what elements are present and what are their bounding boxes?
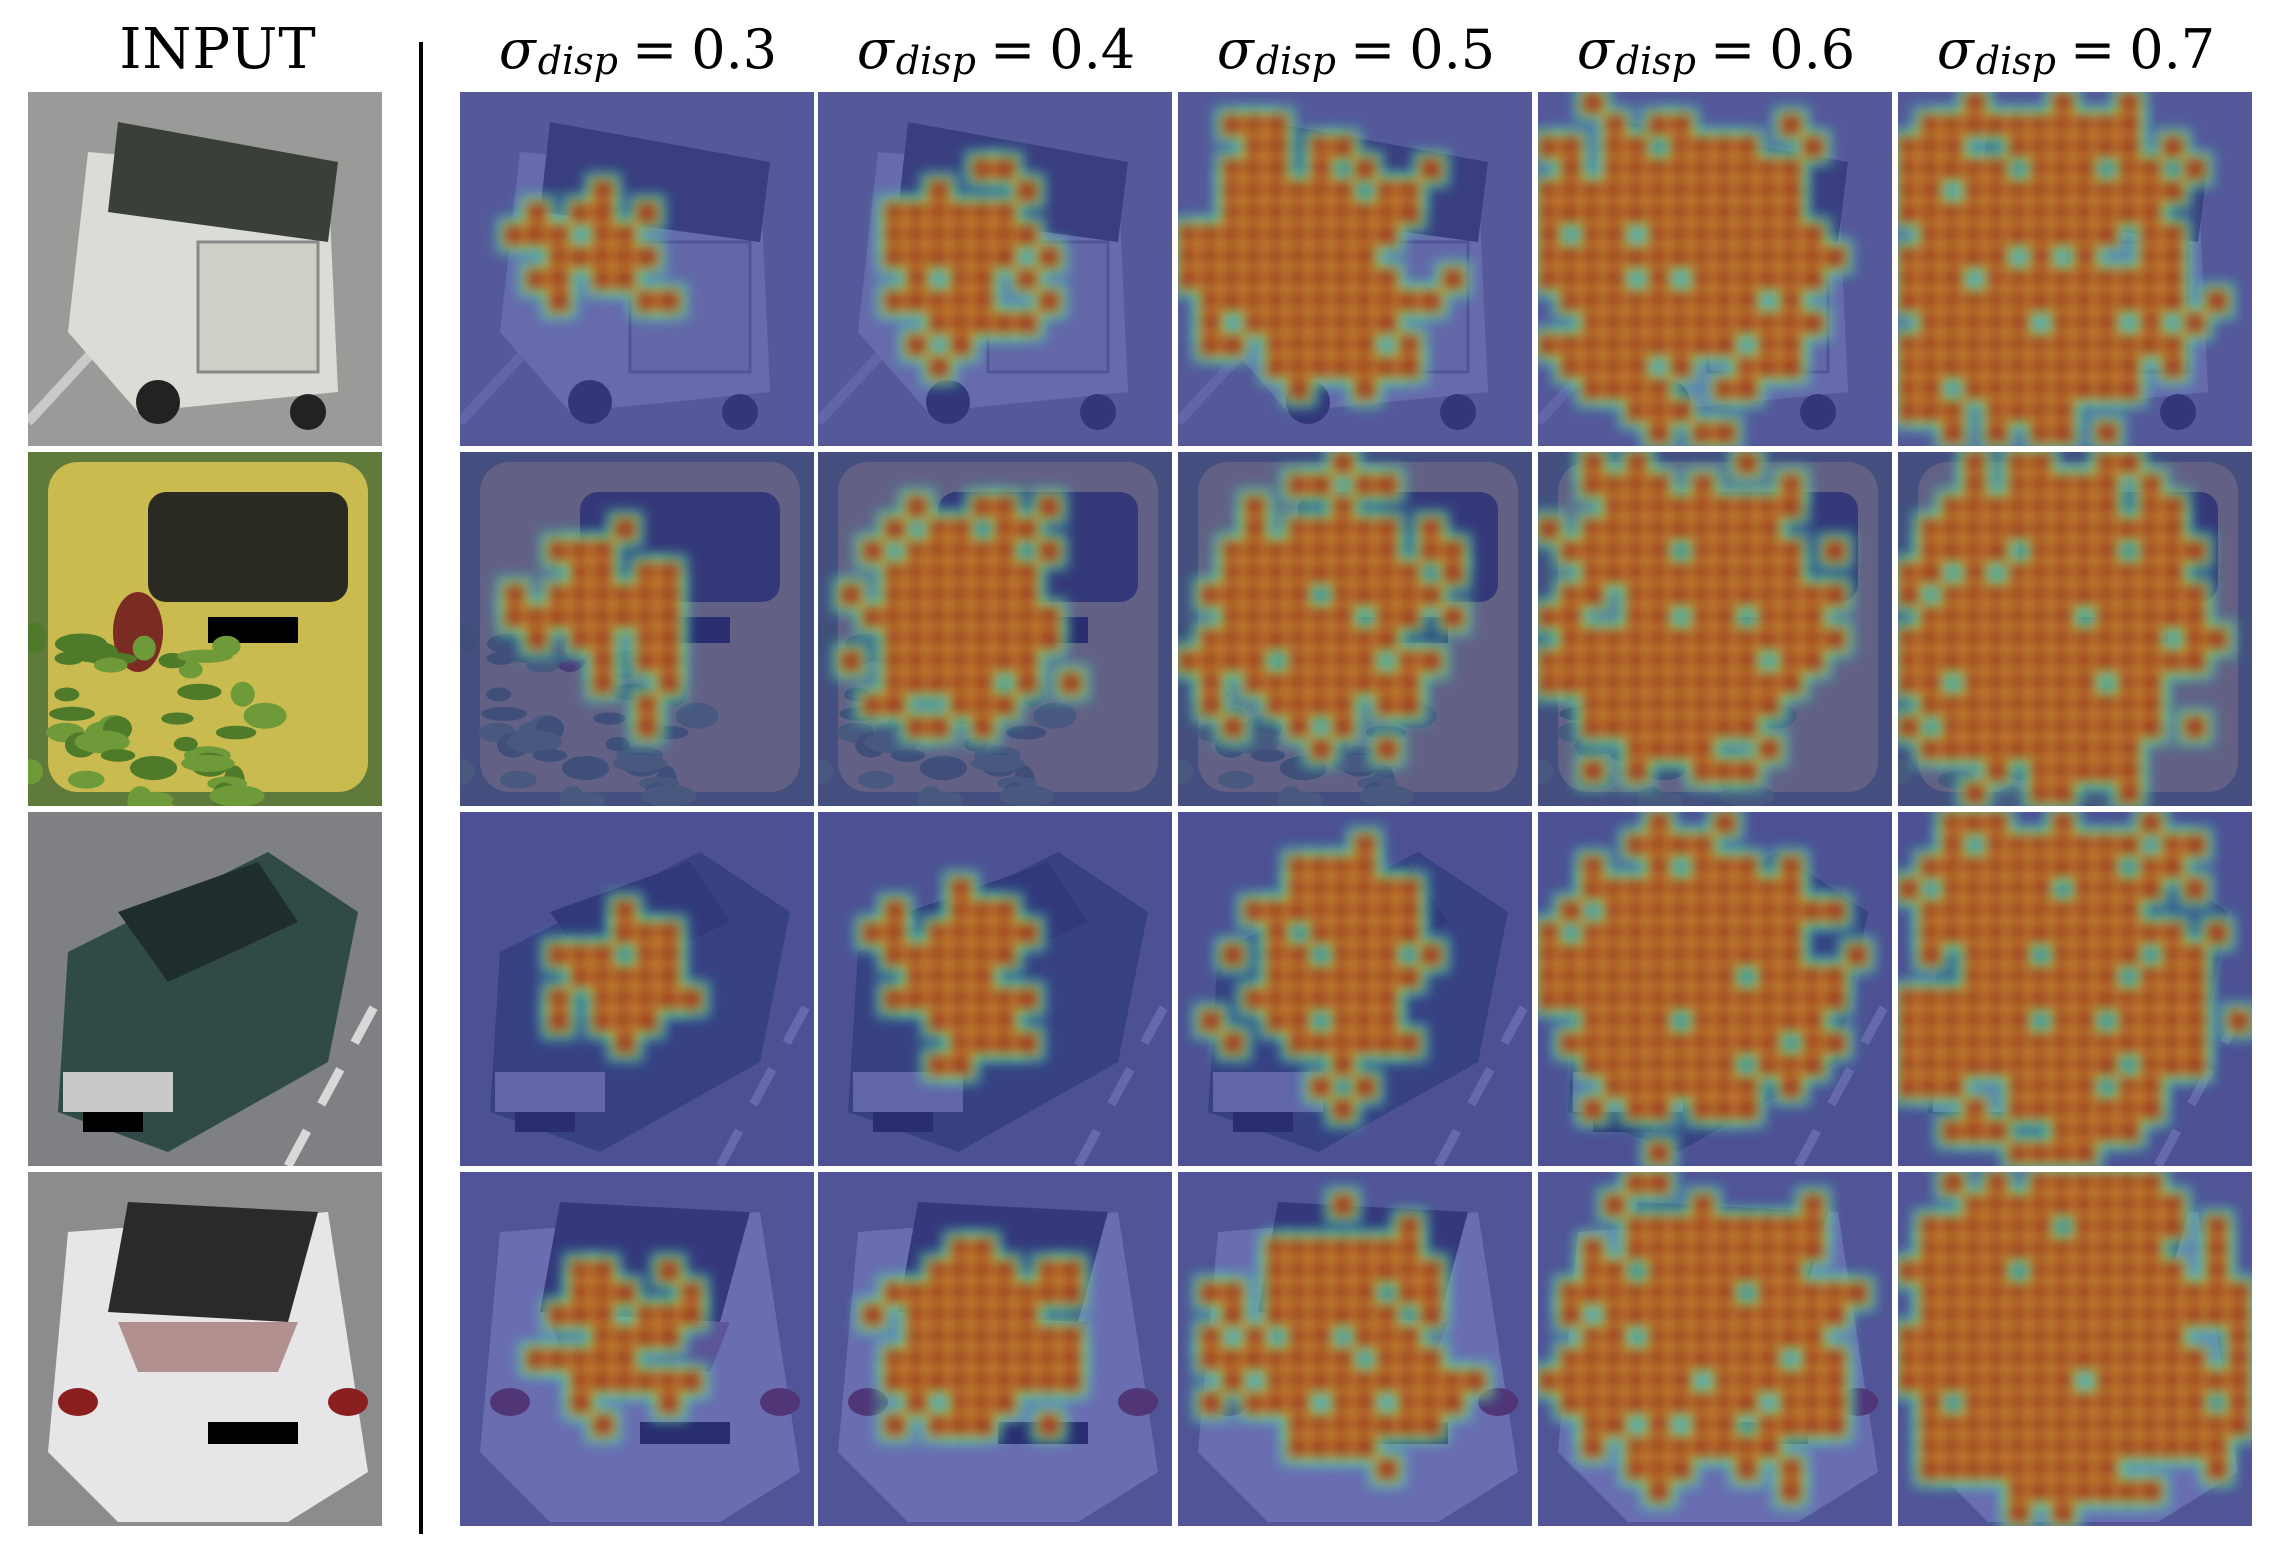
heatmap-overlay-icon [460, 452, 814, 806]
heatmap-overlay-icon [460, 812, 814, 1166]
equals-sign: = [1350, 17, 1396, 81]
attention-map-row-1-sigma-0.3 [460, 92, 814, 446]
input-image-row-1 [28, 92, 382, 446]
attention-map-row-2-sigma-0.7 [1898, 452, 2252, 806]
car-photo-icon [28, 1172, 382, 1526]
heatmap-overlay-icon [1538, 452, 1892, 806]
heatmap-overlay-icon [1538, 1172, 1892, 1526]
sigma-subscript: disp [1615, 39, 1697, 83]
column-header-input: INPUT [28, 10, 408, 88]
input-image-row-4 [28, 1172, 382, 1526]
equals-sign: = [1710, 17, 1756, 81]
heatmap-overlay-icon [1898, 92, 2252, 446]
heatmap-overlay-icon [460, 92, 814, 446]
heatmap-overlay-icon [460, 1172, 814, 1526]
heatmap-overlay-icon [818, 812, 1172, 1166]
equals-sign: = [632, 17, 678, 81]
attention-map-row-4-sigma-0.6 [1538, 1172, 1892, 1526]
sigma-symbol: σ [1216, 17, 1254, 81]
attention-map-row-4-sigma-0.5 [1178, 1172, 1532, 1526]
attention-map-row-2-sigma-0.5 [1178, 452, 1532, 806]
sigma-symbol: σ [856, 17, 894, 81]
attention-map-row-2-sigma-0.6 [1538, 452, 1892, 806]
sigma-value: 0.7 [2129, 17, 2216, 81]
heatmap-overlay-icon [1538, 92, 1892, 446]
heatmap-overlay-icon [1898, 452, 2252, 806]
column-header-sigma-0.5: σ disp = 0.5 [1178, 10, 1534, 88]
attention-map-row-1-sigma-0.7 [1898, 92, 2252, 446]
attention-map-row-3-sigma-0.4 [818, 812, 1172, 1166]
attention-map-row-1-sigma-0.6 [1538, 92, 1892, 446]
heatmap-overlay-icon [1898, 1172, 2252, 1526]
attention-map-row-3-sigma-0.6 [1538, 812, 1892, 1166]
sigma-symbol: σ [1576, 17, 1614, 81]
car-photo-icon [28, 812, 382, 1166]
sigma-subscript: disp [895, 39, 977, 83]
input-label: INPUT [119, 16, 317, 82]
equals-sign: = [2070, 17, 2116, 81]
input-image-row-3 [28, 812, 382, 1166]
input-image-row-2 [28, 452, 382, 806]
column-header-sigma-0.4: σ disp = 0.4 [818, 10, 1174, 88]
sigma-value: 0.6 [1769, 17, 1856, 81]
sigma-value: 0.5 [1409, 17, 1496, 81]
attention-map-row-3-sigma-0.7 [1898, 812, 2252, 1166]
attention-map-row-2-sigma-0.4 [818, 452, 1172, 806]
car-photo-icon [28, 452, 382, 806]
column-header-sigma-0.3: σ disp = 0.3 [460, 10, 816, 88]
heatmap-overlay-icon [1178, 1172, 1532, 1526]
sigma-subscript: disp [1975, 39, 2057, 83]
column-header-sigma-0.7: σ disp = 0.7 [1898, 10, 2254, 88]
sigma-value: 0.4 [1049, 17, 1136, 81]
attention-map-row-4-sigma-0.3 [460, 1172, 814, 1526]
attention-map-row-3-sigma-0.5 [1178, 812, 1532, 1166]
sigma-value: 0.3 [691, 17, 778, 81]
car-photo-icon [28, 92, 382, 446]
equals-sign: = [990, 17, 1036, 81]
attention-map-row-3-sigma-0.3 [460, 812, 814, 1166]
sigma-subscript: disp [1255, 39, 1337, 83]
sigma-symbol: σ [1936, 17, 1974, 81]
column-header-sigma-0.6: σ disp = 0.6 [1538, 10, 1894, 88]
attention-map-row-1-sigma-0.5 [1178, 92, 1532, 446]
heatmap-overlay-icon [1178, 812, 1532, 1166]
attention-map-row-4-sigma-0.4 [818, 1172, 1172, 1526]
heatmap-overlay-icon [818, 452, 1172, 806]
heatmap-overlay-icon [818, 92, 1172, 446]
attention-map-row-1-sigma-0.4 [818, 92, 1172, 446]
attention-map-row-2-sigma-0.3 [460, 452, 814, 806]
sigma-symbol: σ [498, 17, 536, 81]
heatmap-overlay-icon [1178, 452, 1532, 806]
heatmap-overlay-icon [818, 1172, 1172, 1526]
heatmap-overlay-icon [1538, 812, 1892, 1166]
heatmap-overlay-icon [1178, 92, 1532, 446]
heatmap-overlay-icon [1898, 812, 2252, 1166]
column-divider [419, 42, 423, 1534]
sigma-subscript: disp [537, 39, 619, 83]
attention-map-row-4-sigma-0.7 [1898, 1172, 2252, 1526]
